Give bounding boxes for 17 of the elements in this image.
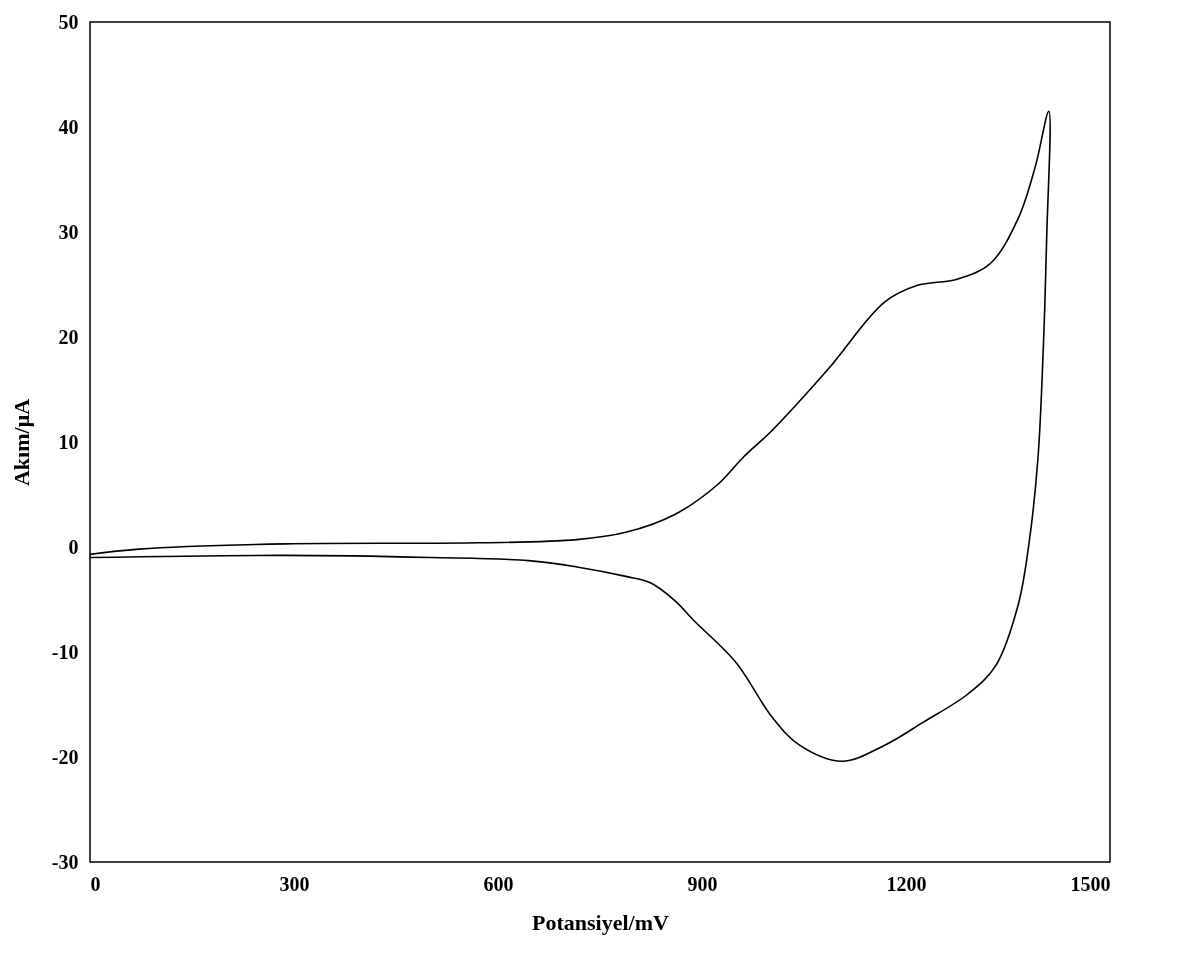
y-tick-label: -30 [51, 850, 79, 873]
x-tick-label: 300 [279, 872, 310, 895]
x-tick-label: 600 [483, 872, 514, 895]
x-tick-label: 0 [90, 872, 101, 895]
y-tick-label: 40 [58, 115, 79, 138]
x-tick-label: 1500 [1070, 872, 1111, 895]
y-tick-label: 10 [58, 430, 79, 453]
y-tick-label: 30 [58, 220, 79, 243]
y-tick-label: -10 [51, 640, 79, 663]
y-tick-label: 0 [68, 535, 79, 558]
y-tick-label: 20 [58, 325, 79, 348]
x-tick-label: 900 [687, 872, 718, 895]
x-tick-label: 1200 [886, 872, 927, 895]
x-axis-title: Potansiyel/mV [532, 909, 670, 935]
y-tick-label: -20 [51, 745, 79, 768]
y-tick-label: 50 [58, 10, 79, 33]
y-axis-title: Akım/μA [8, 398, 34, 487]
